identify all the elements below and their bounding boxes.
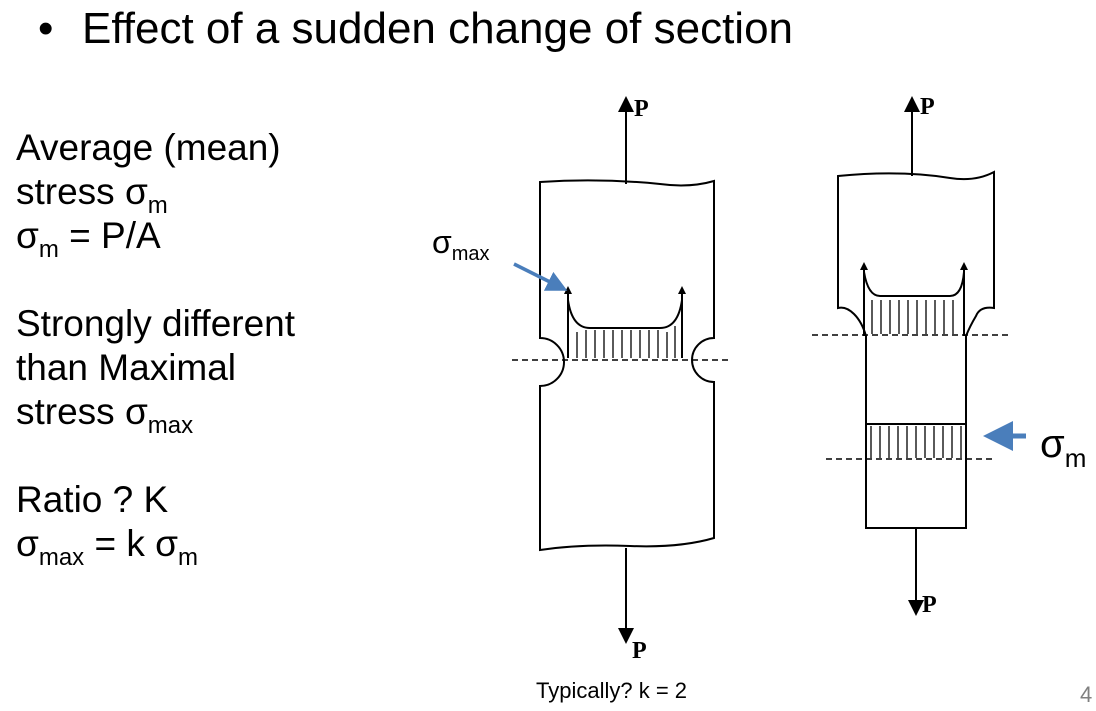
formula-rest: = P/A [58, 215, 161, 256]
stress-arrows-notch [576, 326, 676, 358]
stress-distribution-notch [564, 286, 686, 358]
stress-arrows-uniform [870, 426, 962, 458]
k-sub2: m [177, 544, 198, 571]
sigma-max-pointer [513, 262, 568, 291]
avg-line-2: stress σm [16, 170, 295, 218]
stress-arrows-shoulder [871, 300, 954, 334]
load-label-top-left: P [634, 96, 649, 122]
load-label-bottom-right: P [922, 592, 937, 618]
stress-distribution-uniform [866, 423, 966, 458]
sigma-m-symbol: σ [1040, 422, 1065, 466]
sigma-max-sub: max [451, 243, 490, 265]
sigma-max-label: σmax [432, 224, 490, 264]
title-text: Effect of a sudden change of section [82, 4, 794, 53]
avg-line-1: Average (mean) [16, 127, 281, 168]
stepped-specimen-outline [837, 170, 995, 529]
page-number: 4 [1080, 682, 1093, 707]
figure-caption: Typically? k = 2 [536, 678, 688, 703]
formula-sub: m [38, 236, 59, 263]
sigma-m-sub: m [1064, 443, 1087, 473]
avg-line-2-text: stress σ [16, 171, 148, 212]
k-middle: = k σ [84, 523, 178, 564]
notched-specimen-outline [539, 179, 715, 552]
explanation-text: Average (mean) stress σm σm = P/A Strong… [16, 126, 296, 570]
stepped-specimen [837, 170, 995, 529]
k-sub: max [38, 544, 85, 571]
bullet-icon: • [38, 4, 54, 53]
diff-line-3-text: stress σ [16, 391, 148, 432]
slide-title: • Effect of a sudden change of section [38, 4, 793, 54]
stress-distribution-shoulder [860, 262, 968, 336]
k-sigma: σ [16, 523, 39, 564]
k-formula: σmax = k σm [16, 522, 295, 570]
formula-sigma: σ [16, 215, 39, 256]
diff-line-3: stress σmax [16, 390, 295, 438]
sigma-m-label: σm [1040, 422, 1086, 471]
ratio-line: Ratio ? K [16, 479, 169, 520]
mean-stress-formula: σm = P/A [16, 214, 295, 262]
diff-line-2: than Maximal [16, 347, 237, 388]
diff-line-3-sub: max [147, 412, 194, 439]
avg-line-2-sub: m [147, 192, 168, 219]
load-label-bottom-left: P [632, 638, 647, 664]
stress-curve-shoulder [863, 271, 965, 336]
sigma-max-symbol: σ [432, 224, 452, 260]
stress-curve-notch [567, 299, 683, 358]
load-label-top-right: P [920, 94, 935, 120]
diff-line-1: Strongly different [16, 303, 296, 344]
notched-specimen [539, 179, 715, 552]
